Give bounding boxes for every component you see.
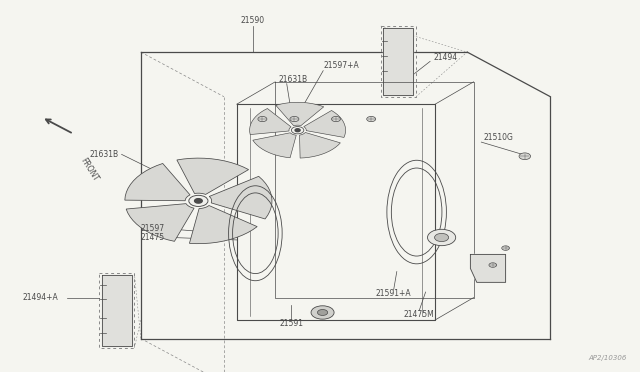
Text: 21597+A: 21597+A: [323, 61, 359, 70]
Circle shape: [189, 195, 208, 206]
Polygon shape: [250, 109, 291, 135]
Text: 21631B: 21631B: [89, 150, 118, 159]
Circle shape: [290, 116, 299, 122]
Circle shape: [435, 233, 449, 241]
Polygon shape: [470, 254, 506, 282]
Circle shape: [295, 129, 300, 132]
Text: 21475M: 21475M: [404, 310, 435, 319]
Circle shape: [502, 246, 509, 250]
Circle shape: [317, 310, 328, 315]
Polygon shape: [253, 133, 296, 158]
Circle shape: [428, 229, 456, 246]
Text: 21510G: 21510G: [483, 133, 513, 142]
Text: 21494+A: 21494+A: [22, 293, 58, 302]
Polygon shape: [300, 132, 340, 158]
Text: 21597: 21597: [141, 224, 165, 233]
Circle shape: [258, 116, 267, 122]
Polygon shape: [276, 102, 324, 126]
Text: FRONT: FRONT: [79, 156, 100, 183]
Circle shape: [311, 306, 334, 319]
Polygon shape: [126, 203, 194, 241]
Circle shape: [519, 153, 531, 160]
Text: 21494: 21494: [434, 53, 458, 62]
Circle shape: [489, 263, 497, 267]
Text: 21591: 21591: [279, 319, 303, 328]
Polygon shape: [209, 176, 272, 219]
Polygon shape: [102, 275, 132, 346]
Text: 21590: 21590: [241, 16, 265, 25]
Circle shape: [332, 116, 340, 122]
Circle shape: [291, 126, 304, 134]
Text: AP2/10306: AP2/10306: [589, 355, 627, 361]
Circle shape: [367, 116, 376, 122]
Polygon shape: [304, 110, 346, 137]
Circle shape: [195, 199, 202, 203]
Text: 21475: 21475: [141, 233, 165, 242]
Text: 21591+A: 21591+A: [376, 289, 412, 298]
Polygon shape: [383, 28, 413, 95]
Polygon shape: [177, 158, 248, 195]
Text: 21631B: 21631B: [278, 76, 308, 84]
Polygon shape: [189, 205, 257, 244]
Polygon shape: [125, 163, 190, 201]
